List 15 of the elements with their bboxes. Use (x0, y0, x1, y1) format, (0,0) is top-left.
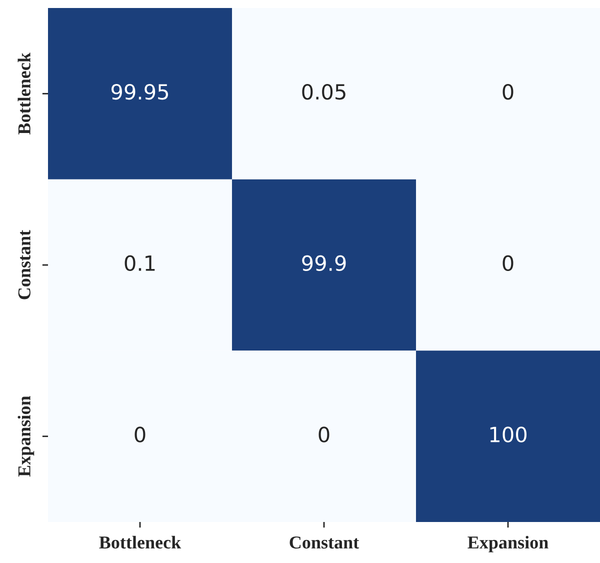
data-label: 0 (502, 84, 514, 100)
y-tick-label: Constant (18, 230, 30, 300)
data-label: 0.1 (124, 255, 155, 272)
data-label: 99.95 (111, 84, 168, 100)
data-label: 0.05 (302, 84, 346, 100)
data-label: 100 (490, 426, 526, 442)
y-tick-label: Bottleneck (18, 52, 30, 134)
data-label: 0 (318, 426, 330, 442)
data-label: 0 (134, 426, 146, 442)
x-tick-label: Expansion (468, 536, 548, 552)
data-label: 99.9 (302, 255, 346, 272)
y-tick-label: Expansion (18, 396, 34, 477)
data-label: 0 (502, 255, 514, 272)
x-tick-label: Constant (290, 536, 360, 549)
x-tick-label: Bottleneck (99, 536, 182, 549)
